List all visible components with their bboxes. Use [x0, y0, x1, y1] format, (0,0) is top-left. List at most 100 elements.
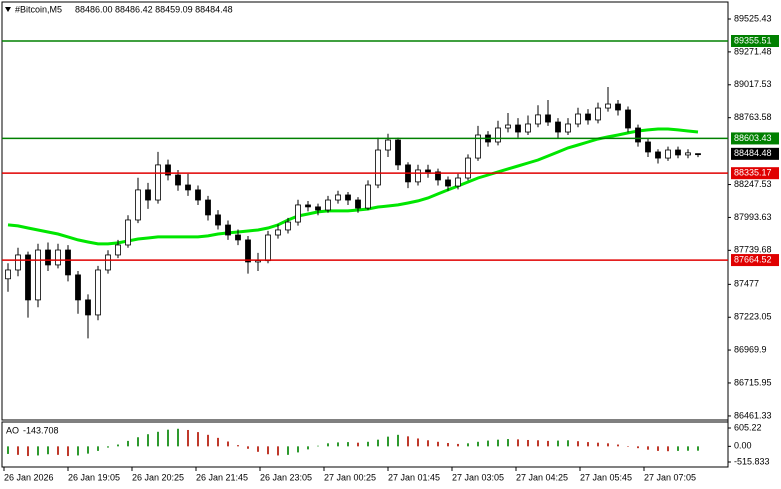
ao-bar	[257, 446, 259, 452]
ao-bar	[97, 446, 99, 451]
candle-body	[645, 141, 651, 153]
candle-body	[95, 269, 101, 316]
ao-bar	[687, 446, 689, 451]
ao-bar	[287, 446, 289, 455]
ao-bar	[417, 438, 419, 447]
candle-body	[505, 124, 511, 129]
candle-body	[335, 194, 341, 201]
y-tick-label: 86715.95	[734, 377, 772, 387]
candle-body	[385, 139, 391, 151]
candle-body	[355, 199, 361, 209]
ao-bar	[157, 431, 159, 447]
candle-body	[195, 189, 201, 201]
candle-body	[15, 254, 21, 271]
x-tick-label: 26 Jan 20:25	[132, 472, 184, 482]
candle-body	[395, 139, 401, 166]
ao-bar	[567, 440, 569, 447]
ao-bar	[107, 446, 109, 448]
x-tick-label: 27 Jan 01:45	[388, 472, 440, 482]
ao-bar	[17, 446, 19, 455]
ao-bar	[377, 439, 379, 447]
candle-body	[615, 103, 621, 111]
candle-body	[425, 169, 431, 173]
candle-body	[635, 127, 641, 143]
main-frame	[1, 1, 729, 421]
y-tick-label: 86461.33	[734, 410, 772, 420]
ao-bar	[247, 446, 249, 449]
ao-bar	[87, 446, 89, 454]
x-tick-label: 27 Jan 04:25	[516, 472, 568, 482]
candle-body	[155, 164, 161, 201]
candle-body	[45, 249, 51, 266]
ao-bar	[297, 446, 299, 453]
ao-bar	[147, 434, 149, 447]
ao-bar	[647, 446, 649, 450]
ao-bar	[57, 446, 59, 455]
ao-bar	[327, 443, 329, 447]
candle-body	[605, 103, 611, 109]
candle-body	[655, 151, 661, 159]
candle-body	[115, 244, 121, 256]
symbol: #Bitcoin,M5	[15, 4, 62, 14]
level-label-box	[731, 132, 779, 145]
candle-body	[495, 127, 501, 143]
candle-body	[665, 149, 671, 159]
candle-body	[145, 189, 151, 201]
ao-bar	[657, 446, 659, 451]
candle-body	[255, 260, 261, 263]
candle-body	[5, 269, 11, 280]
level-label: 87664.52	[734, 254, 772, 264]
ao-bar	[587, 442, 589, 447]
indicator-tick-label: -515.833	[734, 456, 770, 466]
candle-body	[225, 224, 231, 236]
x-tick-label: 27 Jan 05:45	[580, 472, 632, 482]
y-tick-label: 89017.53	[734, 79, 772, 89]
moving-average	[7, 127, 699, 246]
ao-bar	[77, 446, 79, 456]
ao-bar	[547, 440, 549, 447]
candle-body	[285, 221, 291, 231]
candle-body	[55, 249, 61, 266]
candle-body	[25, 254, 31, 301]
candle-body	[325, 199, 331, 211]
ao-bar	[187, 429, 189, 447]
candle-body	[445, 179, 451, 187]
ao-bar	[167, 429, 169, 447]
candle-body	[265, 234, 271, 262]
candle-body	[315, 206, 321, 211]
ao-bar	[267, 446, 269, 455]
candle-body	[275, 229, 281, 236]
indicator-tick-label: 0.00	[734, 441, 752, 451]
level-label: 88335.17	[734, 168, 772, 178]
ao-bar	[197, 432, 199, 447]
candle-body	[525, 123, 531, 133]
ao-bar	[7, 446, 9, 454]
candle-body	[305, 204, 311, 208]
ao-bar	[527, 439, 529, 447]
ao-bar	[517, 439, 519, 447]
candle-body	[35, 249, 41, 301]
ao-bar	[367, 441, 369, 447]
candle-body	[175, 174, 181, 186]
x-tick-label: 27 Jan 00:25	[324, 472, 376, 482]
candle-body	[455, 177, 461, 187]
ao-bar	[497, 439, 499, 447]
candle-body	[475, 134, 481, 159]
candle-body	[435, 171, 441, 181]
price-label: 88484.48	[734, 148, 772, 158]
candle-body	[245, 239, 251, 263]
ao-bar	[427, 440, 429, 447]
level-label: 89355.51	[734, 35, 772, 45]
ao-bar	[407, 436, 409, 447]
candle-body	[85, 299, 91, 316]
candle-body	[595, 107, 601, 121]
ao-bar	[217, 437, 219, 447]
candle-body	[295, 204, 301, 223]
candle-body	[125, 219, 131, 246]
x-tick-label: 27 Jan 03:05	[452, 472, 504, 482]
level-label: 88603.43	[734, 133, 772, 143]
candle-body	[565, 123, 571, 133]
ao-bar	[347, 442, 349, 447]
